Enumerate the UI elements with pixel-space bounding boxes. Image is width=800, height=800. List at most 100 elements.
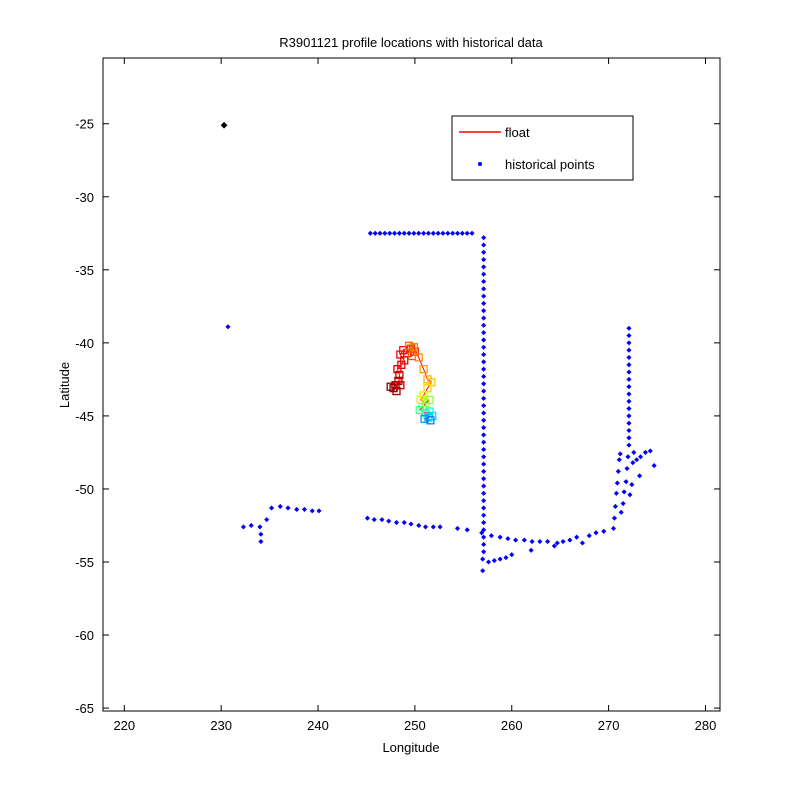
float-profile-point xyxy=(409,343,419,352)
historical-point xyxy=(481,534,487,540)
historical-point xyxy=(601,528,607,534)
historical-point xyxy=(497,534,503,540)
historical-point xyxy=(316,508,322,514)
x-tick-label: 230 xyxy=(210,718,232,733)
historical-point xyxy=(268,505,275,511)
legend-box xyxy=(451,115,634,181)
historical-point xyxy=(379,517,385,523)
x-axis-ticks: 220 230 240 250 260 270 280 xyxy=(113,58,716,733)
float-profile-point xyxy=(426,416,435,425)
historical-point xyxy=(481,278,487,285)
historical-point xyxy=(257,524,263,530)
historical-point xyxy=(481,541,487,548)
historical-point xyxy=(396,230,402,236)
historical-point xyxy=(631,449,637,455)
y-axis-ticks: -25 -30 -35 -40 -45 -50 -55 -60 -65 xyxy=(75,117,720,716)
y-tick-label: -30 xyxy=(75,190,94,205)
historical-point xyxy=(529,538,535,545)
y-axis-label: Latitude xyxy=(57,362,72,408)
historical-point xyxy=(647,448,653,454)
historical-point xyxy=(285,505,291,511)
historical-point xyxy=(574,534,580,540)
y-tick-label: -35 xyxy=(75,263,94,278)
historical-point xyxy=(611,515,617,521)
y-tick-label: -40 xyxy=(75,336,94,351)
x-tick-label: 260 xyxy=(501,718,523,733)
historical-point xyxy=(481,300,487,306)
y-tick-label: -65 xyxy=(75,701,94,716)
historical-point xyxy=(481,330,487,336)
historical-point xyxy=(528,547,534,553)
historical-point xyxy=(638,454,644,460)
historical-point xyxy=(481,425,487,431)
historical-point xyxy=(481,359,487,365)
historical-point xyxy=(481,461,487,467)
float-profile-point xyxy=(420,414,429,423)
historical-point xyxy=(481,352,487,358)
historical-point xyxy=(301,506,308,512)
historical-point xyxy=(481,490,487,496)
historical-point xyxy=(624,465,630,472)
x-tick-label: 220 xyxy=(113,718,135,733)
historical-point xyxy=(481,476,487,482)
historical-point xyxy=(435,230,441,236)
historical-point xyxy=(637,473,643,479)
float-profile-point xyxy=(395,370,404,380)
float-profile-point xyxy=(404,341,414,350)
historical-point xyxy=(481,446,487,453)
historical-point xyxy=(509,552,515,558)
historical-point xyxy=(416,522,422,529)
historical-point xyxy=(481,388,487,394)
historical-point xyxy=(481,257,487,263)
historical-point xyxy=(481,366,487,372)
y-tick-label: -60 xyxy=(75,628,94,643)
historical-point xyxy=(481,373,487,380)
historical-point xyxy=(481,315,487,321)
float-profile-point xyxy=(396,381,405,390)
historical-point xyxy=(481,271,487,277)
historical-point xyxy=(481,549,487,555)
historical-point xyxy=(497,556,503,562)
historical-point xyxy=(481,403,487,409)
historical-point xyxy=(593,530,599,536)
historical-point xyxy=(411,230,417,236)
historical-point xyxy=(367,230,373,236)
historical-point xyxy=(481,439,487,445)
historical-point xyxy=(481,381,487,387)
float-profile-point xyxy=(394,376,403,385)
historical-point xyxy=(651,463,657,469)
historical-point xyxy=(485,559,492,565)
historical-point xyxy=(481,286,487,292)
historical-point xyxy=(481,417,487,423)
historical-point xyxy=(481,344,487,350)
y-tick-label: -25 xyxy=(75,117,94,132)
historical-point xyxy=(454,230,461,236)
historical-point xyxy=(481,483,487,489)
x-tick-label: 280 xyxy=(695,718,717,733)
y-tick-label: -50 xyxy=(75,482,94,497)
historical-point xyxy=(264,517,270,523)
historical-point xyxy=(406,230,412,236)
float-profile-point xyxy=(419,365,428,374)
historical-point xyxy=(480,568,486,574)
historical-point xyxy=(626,406,632,412)
chart-title: R3901121 profile locations with historic… xyxy=(279,35,543,50)
historical-point xyxy=(642,449,648,455)
historical-point xyxy=(626,384,632,390)
historical-point xyxy=(481,322,487,328)
legend-historical-label: historical points xyxy=(505,157,595,172)
historical-point xyxy=(294,506,300,512)
historical-point xyxy=(491,557,497,564)
historical-point xyxy=(626,362,632,368)
y-tick-label: -45 xyxy=(75,409,94,424)
historical-point xyxy=(481,498,487,504)
historical-point xyxy=(481,468,487,474)
historical-point xyxy=(545,538,551,545)
historical-point xyxy=(445,230,451,236)
float-series xyxy=(386,341,437,425)
marker-point xyxy=(220,121,228,129)
x-axis-label: Longitude xyxy=(382,740,439,755)
legend-float-label: float xyxy=(505,125,530,140)
historical-point xyxy=(503,555,509,561)
